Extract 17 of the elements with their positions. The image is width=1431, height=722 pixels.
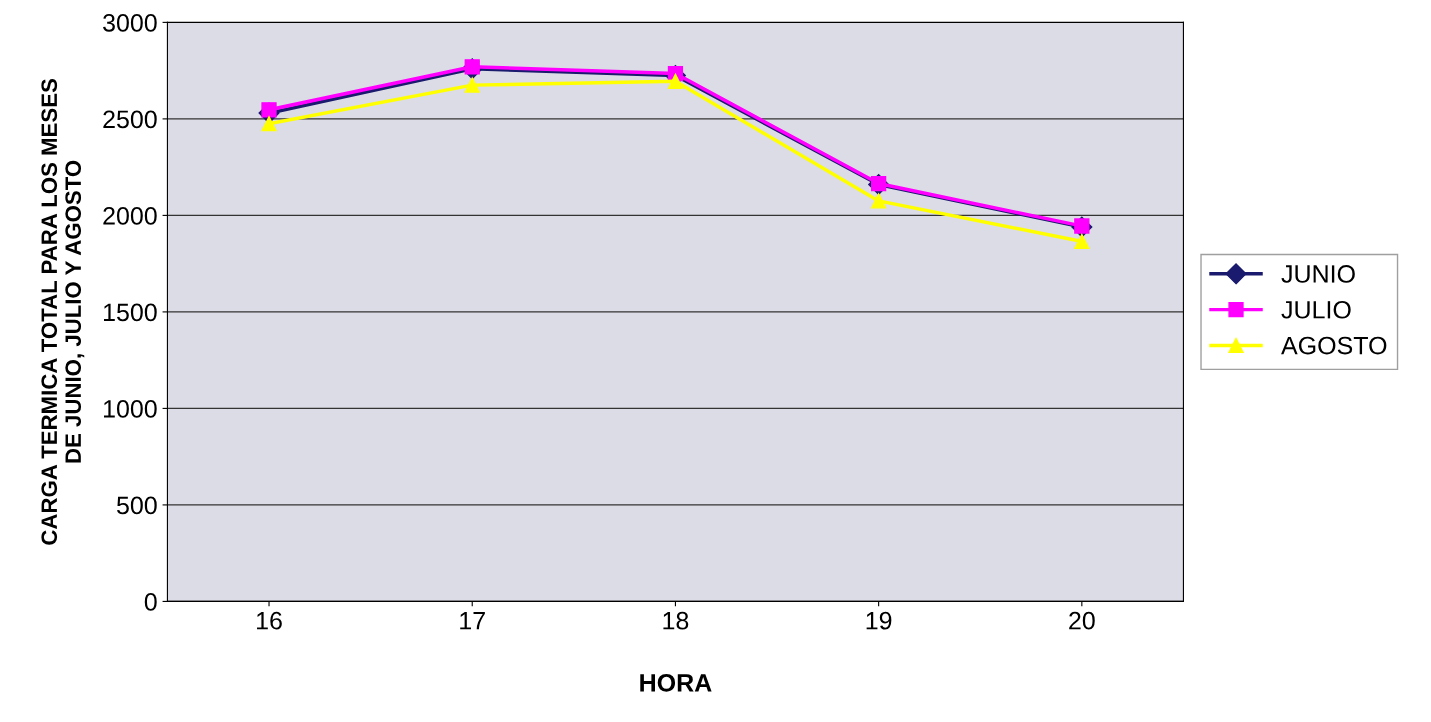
y-axis-title: CARGA TERMICA TOTAL PARA LOS MESES DE JUNIO, JULIO Y AGOSTO bbox=[41, 79, 85, 545]
x-tick-label: 18 bbox=[663, 611, 689, 630]
legend-label: AGOSTO bbox=[1281, 336, 1387, 355]
y-tick-label: 0 bbox=[144, 593, 157, 611]
x-tick-label: 17 bbox=[460, 612, 485, 630]
legend-label: JULIO bbox=[1281, 300, 1351, 319]
x-tick-label: 19 bbox=[866, 611, 892, 630]
y-tick-label: 1500 bbox=[104, 303, 157, 322]
legend-label: JUNIO bbox=[1281, 265, 1355, 283]
y-tick-label: 3000 bbox=[103, 13, 157, 32]
y-tick-label: 500 bbox=[117, 496, 157, 515]
y-tick-label: 2500 bbox=[103, 110, 157, 129]
y-tick-label: 2000 bbox=[103, 207, 157, 225]
y-tick-label: 1000 bbox=[104, 400, 157, 418]
x-axis-title: HORA bbox=[640, 674, 712, 692]
x-tick-label: 16 bbox=[257, 611, 282, 630]
x-tick-label: 20 bbox=[1069, 611, 1095, 630]
